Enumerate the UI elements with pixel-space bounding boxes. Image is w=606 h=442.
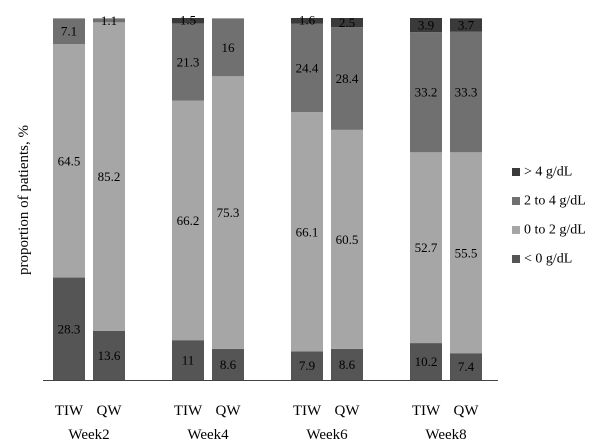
- bar-segment: [410, 18, 442, 33]
- data-label: 66.1: [296, 224, 319, 239]
- data-label: 3.9: [418, 18, 434, 33]
- data-label: 33.2: [415, 85, 438, 100]
- data-label: 75.3: [217, 205, 240, 220]
- data-label: 1.1: [101, 13, 117, 28]
- data-label: 13.6: [98, 348, 121, 363]
- bar-segment: [93, 22, 125, 331]
- data-label: 8.6: [220, 357, 237, 372]
- bar-category-label: TIW: [293, 403, 322, 419]
- bar-segment: [450, 18, 482, 32]
- data-label: 52.7: [415, 240, 438, 255]
- bar-segment: [212, 348, 244, 380]
- legend-swatch: [512, 197, 520, 205]
- bar-segment: [331, 27, 363, 130]
- bar-segment: [291, 351, 323, 380]
- data-label: 64.5: [58, 153, 81, 168]
- data-label: 8.6: [339, 357, 356, 372]
- bar-category-label: TIW: [55, 403, 84, 419]
- bar-segment: [172, 18, 204, 24]
- legend: > 4 g/dL 2 to 4 g/dL 0 to 2 g/dL < 0 g/dL: [512, 165, 586, 267]
- data-label: 28.3: [58, 321, 81, 336]
- bar-segment: [410, 343, 442, 380]
- category-labels: TIW QW TIW QW TIW QW TIW QW: [55, 403, 479, 419]
- data-label: 1.5: [180, 13, 196, 28]
- legend-label: > 4 g/dL: [524, 165, 572, 180]
- bar-segment: [291, 112, 323, 352]
- legend-swatch: [512, 168, 520, 176]
- bar-segment: [331, 18, 363, 28]
- bar-segment: [172, 100, 204, 341]
- data-label: 33.3: [455, 85, 478, 100]
- data-label: 7.4: [458, 359, 475, 374]
- legend-label: < 0 g/dL: [524, 252, 572, 267]
- bar-segment: [172, 23, 204, 101]
- data-label: 7.1: [61, 24, 77, 39]
- group-label: Week8: [425, 427, 466, 442]
- data-label: 16: [222, 40, 236, 55]
- group-label: Week6: [306, 427, 348, 442]
- data-label: 85.2: [98, 169, 121, 184]
- data-label: 60.5: [336, 232, 359, 247]
- bar-category-label: QW: [97, 403, 123, 419]
- data-label: 28.4: [336, 71, 359, 86]
- data-label: 10.2: [415, 354, 438, 369]
- data-label: 21.3: [177, 54, 200, 69]
- bar-segment: [53, 277, 85, 380]
- legend-swatch: [512, 255, 520, 263]
- group-labels: Week2 Week4 Week6 Week8: [68, 427, 466, 442]
- y-axis-label: proportion of patients, %: [16, 125, 32, 275]
- bar-category-label: TIW: [412, 403, 441, 419]
- bar-segment: [291, 23, 323, 113]
- bars-layer: 28.3 64.5 7.1 13.6 85.2 1.1 11 66.2 21.3 1.5 8.6 75…: [53, 13, 482, 380]
- bar-segment: [93, 18, 125, 23]
- data-label: 24.4: [296, 60, 319, 75]
- bar-segment: [93, 330, 125, 380]
- bar-segment: [331, 129, 363, 349]
- bar-category-label: TIW: [174, 403, 203, 419]
- legend-label: 2 to 4 g/dL: [524, 194, 586, 209]
- bar-category-label: QW: [335, 403, 361, 419]
- bar-segment: [212, 76, 244, 349]
- bar-segment: [53, 18, 85, 45]
- data-label: 7.9: [299, 358, 315, 373]
- data-label: 11: [182, 353, 195, 368]
- data-label: 2.5: [339, 15, 355, 30]
- bar-segment: [331, 348, 363, 380]
- bar-segment: [410, 152, 442, 344]
- bar-segment: [450, 353, 482, 380]
- bar-segment: [53, 44, 85, 278]
- bar-category-label: QW: [216, 403, 242, 419]
- bar-segment: [212, 18, 244, 77]
- group-label: Week2: [68, 427, 109, 442]
- group-label: Week4: [187, 427, 229, 442]
- bar-segment: [450, 152, 482, 354]
- data-label: 66.2: [177, 213, 200, 228]
- legend-swatch: [512, 226, 520, 234]
- data-label: 55.5: [455, 245, 478, 260]
- bar-segment: [410, 32, 442, 153]
- bar-segment: [172, 340, 204, 380]
- bar-category-label: QW: [454, 403, 480, 419]
- data-label: 1.6: [299, 13, 316, 28]
- bar-segment: [291, 18, 323, 24]
- bar-segment: [450, 31, 482, 153]
- legend-label: 0 to 2 g/dL: [524, 223, 586, 238]
- data-label: 3.7: [458, 18, 475, 33]
